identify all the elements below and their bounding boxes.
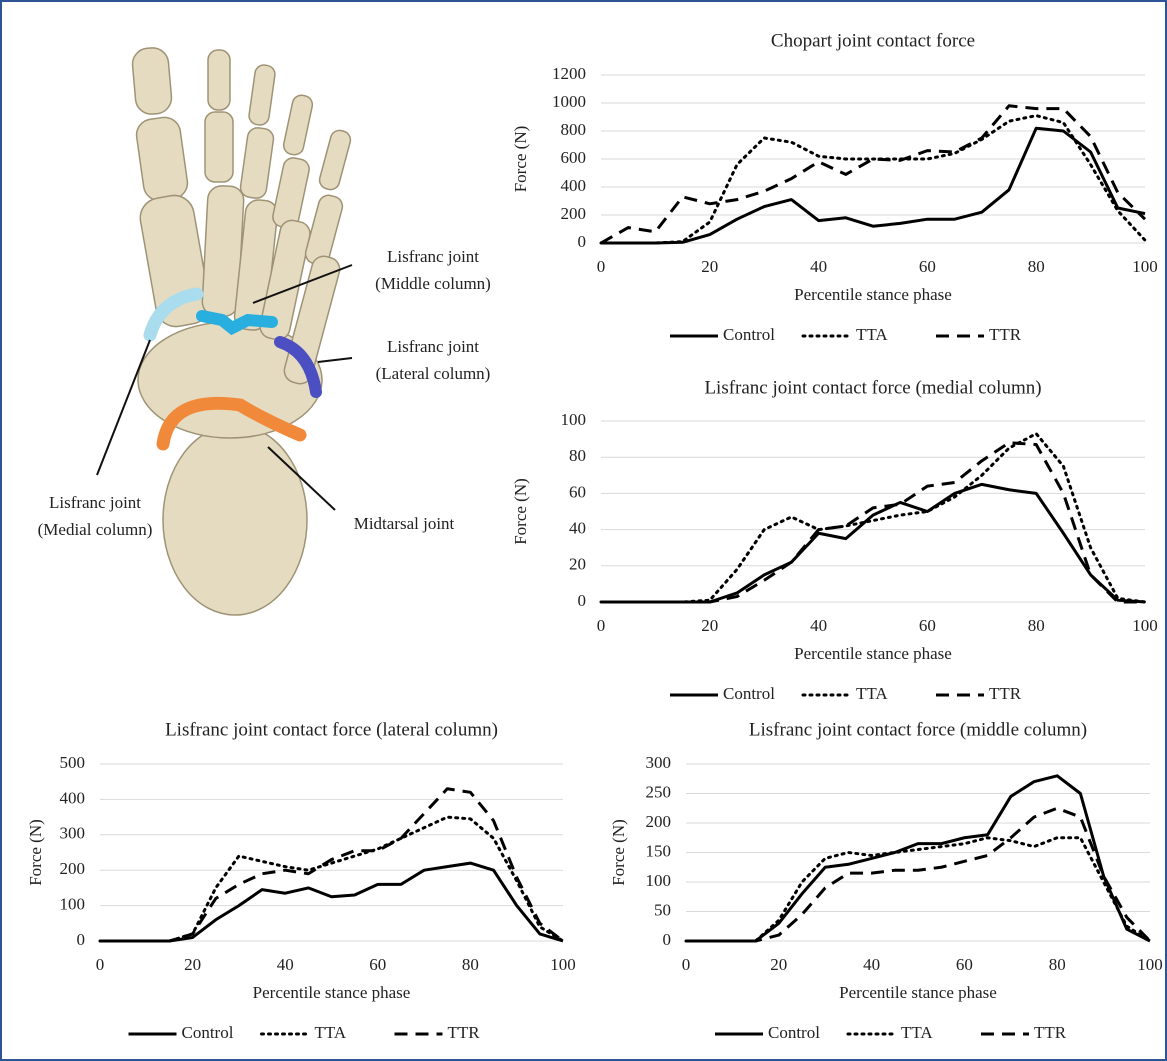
x-tick-label: 80	[1049, 955, 1066, 974]
series-line	[601, 441, 1145, 604]
x-tick-label: 100	[1137, 955, 1163, 974]
legend-label: TTR	[1034, 1023, 1067, 1042]
series-line	[100, 787, 564, 943]
x-tick-label: 40	[810, 257, 827, 276]
legend-label: Control	[723, 325, 775, 344]
foot-label: Lisfranc joint	[49, 493, 141, 512]
legend-label: Control	[723, 684, 775, 703]
y-tick-label: 200	[646, 812, 672, 831]
y-tick-label: 400	[60, 788, 86, 807]
chart-title: Lisfranc joint contact force (medial col…	[704, 377, 1041, 398]
y-tick-label: 60	[569, 482, 586, 501]
x-tick-label: 60	[919, 257, 936, 276]
foot-label: Lisfranc joint	[387, 337, 479, 356]
x-tick-label: 40	[277, 955, 294, 974]
x-axis-title: Percentile stance phase	[794, 644, 952, 663]
y-tick-label: 100	[646, 871, 672, 890]
x-tick-label: 40	[810, 616, 827, 635]
x-tick-label: 100	[1132, 257, 1158, 276]
series-line	[601, 126, 1146, 245]
y-tick-label: 100	[561, 410, 587, 429]
y-tick-label: 0	[578, 232, 587, 251]
y-tick-label: 400	[561, 176, 587, 195]
y-tick-label: 200	[561, 204, 587, 223]
y-tick-label: 800	[561, 120, 587, 139]
legend-label: TTR	[989, 325, 1022, 344]
x-tick-label: 80	[1028, 616, 1045, 635]
chart-title: Chopart joint contact force	[771, 30, 975, 51]
y-tick-label: 50	[654, 900, 671, 919]
y-tick-label: 250	[646, 782, 672, 801]
y-tick-label: 600	[561, 148, 587, 167]
x-tick-label: 40	[863, 955, 880, 974]
y-tick-label: 1000	[552, 92, 586, 111]
foot-label: (Medial column)	[38, 520, 153, 539]
x-tick-label: 0	[682, 955, 691, 974]
y-axis-title: Force (N)	[511, 126, 530, 193]
y-tick-label: 80	[569, 446, 586, 465]
x-tick-label: 100	[550, 955, 576, 974]
legend-label: Control	[768, 1023, 820, 1042]
series-line	[684, 836, 1152, 943]
y-tick-label: 20	[569, 555, 586, 574]
legend-label: Control	[182, 1023, 234, 1042]
y-axis-title: Force (N)	[511, 478, 530, 545]
x-tick-label: 60	[369, 955, 386, 974]
legend-label: TTA	[856, 684, 888, 703]
x-tick-label: 60	[919, 616, 936, 635]
chart-title: Lisfranc joint contact force (middle col…	[749, 719, 1087, 740]
x-tick-label: 80	[462, 955, 479, 974]
x-axis-title: Percentile stance phase	[253, 983, 411, 1002]
y-tick-label: 300	[646, 753, 672, 772]
x-axis-title: Percentile stance phase	[794, 285, 952, 304]
x-tick-label: 60	[956, 955, 973, 974]
foot-label: (Lateral column)	[376, 364, 491, 383]
x-tick-label: 20	[701, 616, 718, 635]
y-tick-label: 1200	[552, 64, 586, 83]
series-line	[599, 114, 1147, 245]
x-tick-label: 0	[597, 616, 606, 635]
x-tick-label: 100	[1132, 616, 1158, 635]
legend-label: TTR	[448, 1023, 481, 1042]
y-axis-title: Force (N)	[609, 819, 628, 886]
chart-title: Lisfranc joint contact force (lateral co…	[165, 719, 498, 740]
y-tick-label: 0	[77, 930, 86, 949]
legend-label: TTR	[989, 684, 1022, 703]
foot-label: Midtarsal joint	[354, 514, 455, 533]
series-line	[98, 815, 565, 943]
y-tick-label: 0	[578, 591, 587, 610]
y-tick-label: 200	[60, 859, 86, 878]
y-tick-label: 0	[663, 930, 672, 949]
x-tick-label: 0	[597, 257, 606, 276]
x-tick-label: 20	[184, 955, 201, 974]
series-line	[686, 806, 1152, 943]
y-tick-label: 500	[60, 753, 86, 772]
foot-label: (Middle column)	[375, 274, 491, 293]
legend-label: TTA	[856, 325, 888, 344]
foot-illustration	[96, 47, 353, 616]
x-tick-label: 20	[701, 257, 718, 276]
y-tick-label: 100	[60, 895, 86, 914]
series-line	[600, 104, 1147, 245]
y-tick-label: 150	[646, 841, 672, 860]
legend-label: TTA	[315, 1023, 347, 1042]
x-tick-label: 80	[1028, 257, 1045, 276]
y-tick-label: 40	[569, 519, 586, 538]
x-axis-title: Percentile stance phase	[839, 983, 997, 1002]
y-tick-label: 300	[60, 824, 86, 843]
x-tick-label: 20	[770, 955, 787, 974]
foot-label: Lisfranc joint	[387, 247, 479, 266]
legend-label: TTA	[901, 1023, 933, 1042]
y-axis-title: Force (N)	[26, 819, 45, 886]
x-tick-label: 0	[96, 955, 105, 974]
